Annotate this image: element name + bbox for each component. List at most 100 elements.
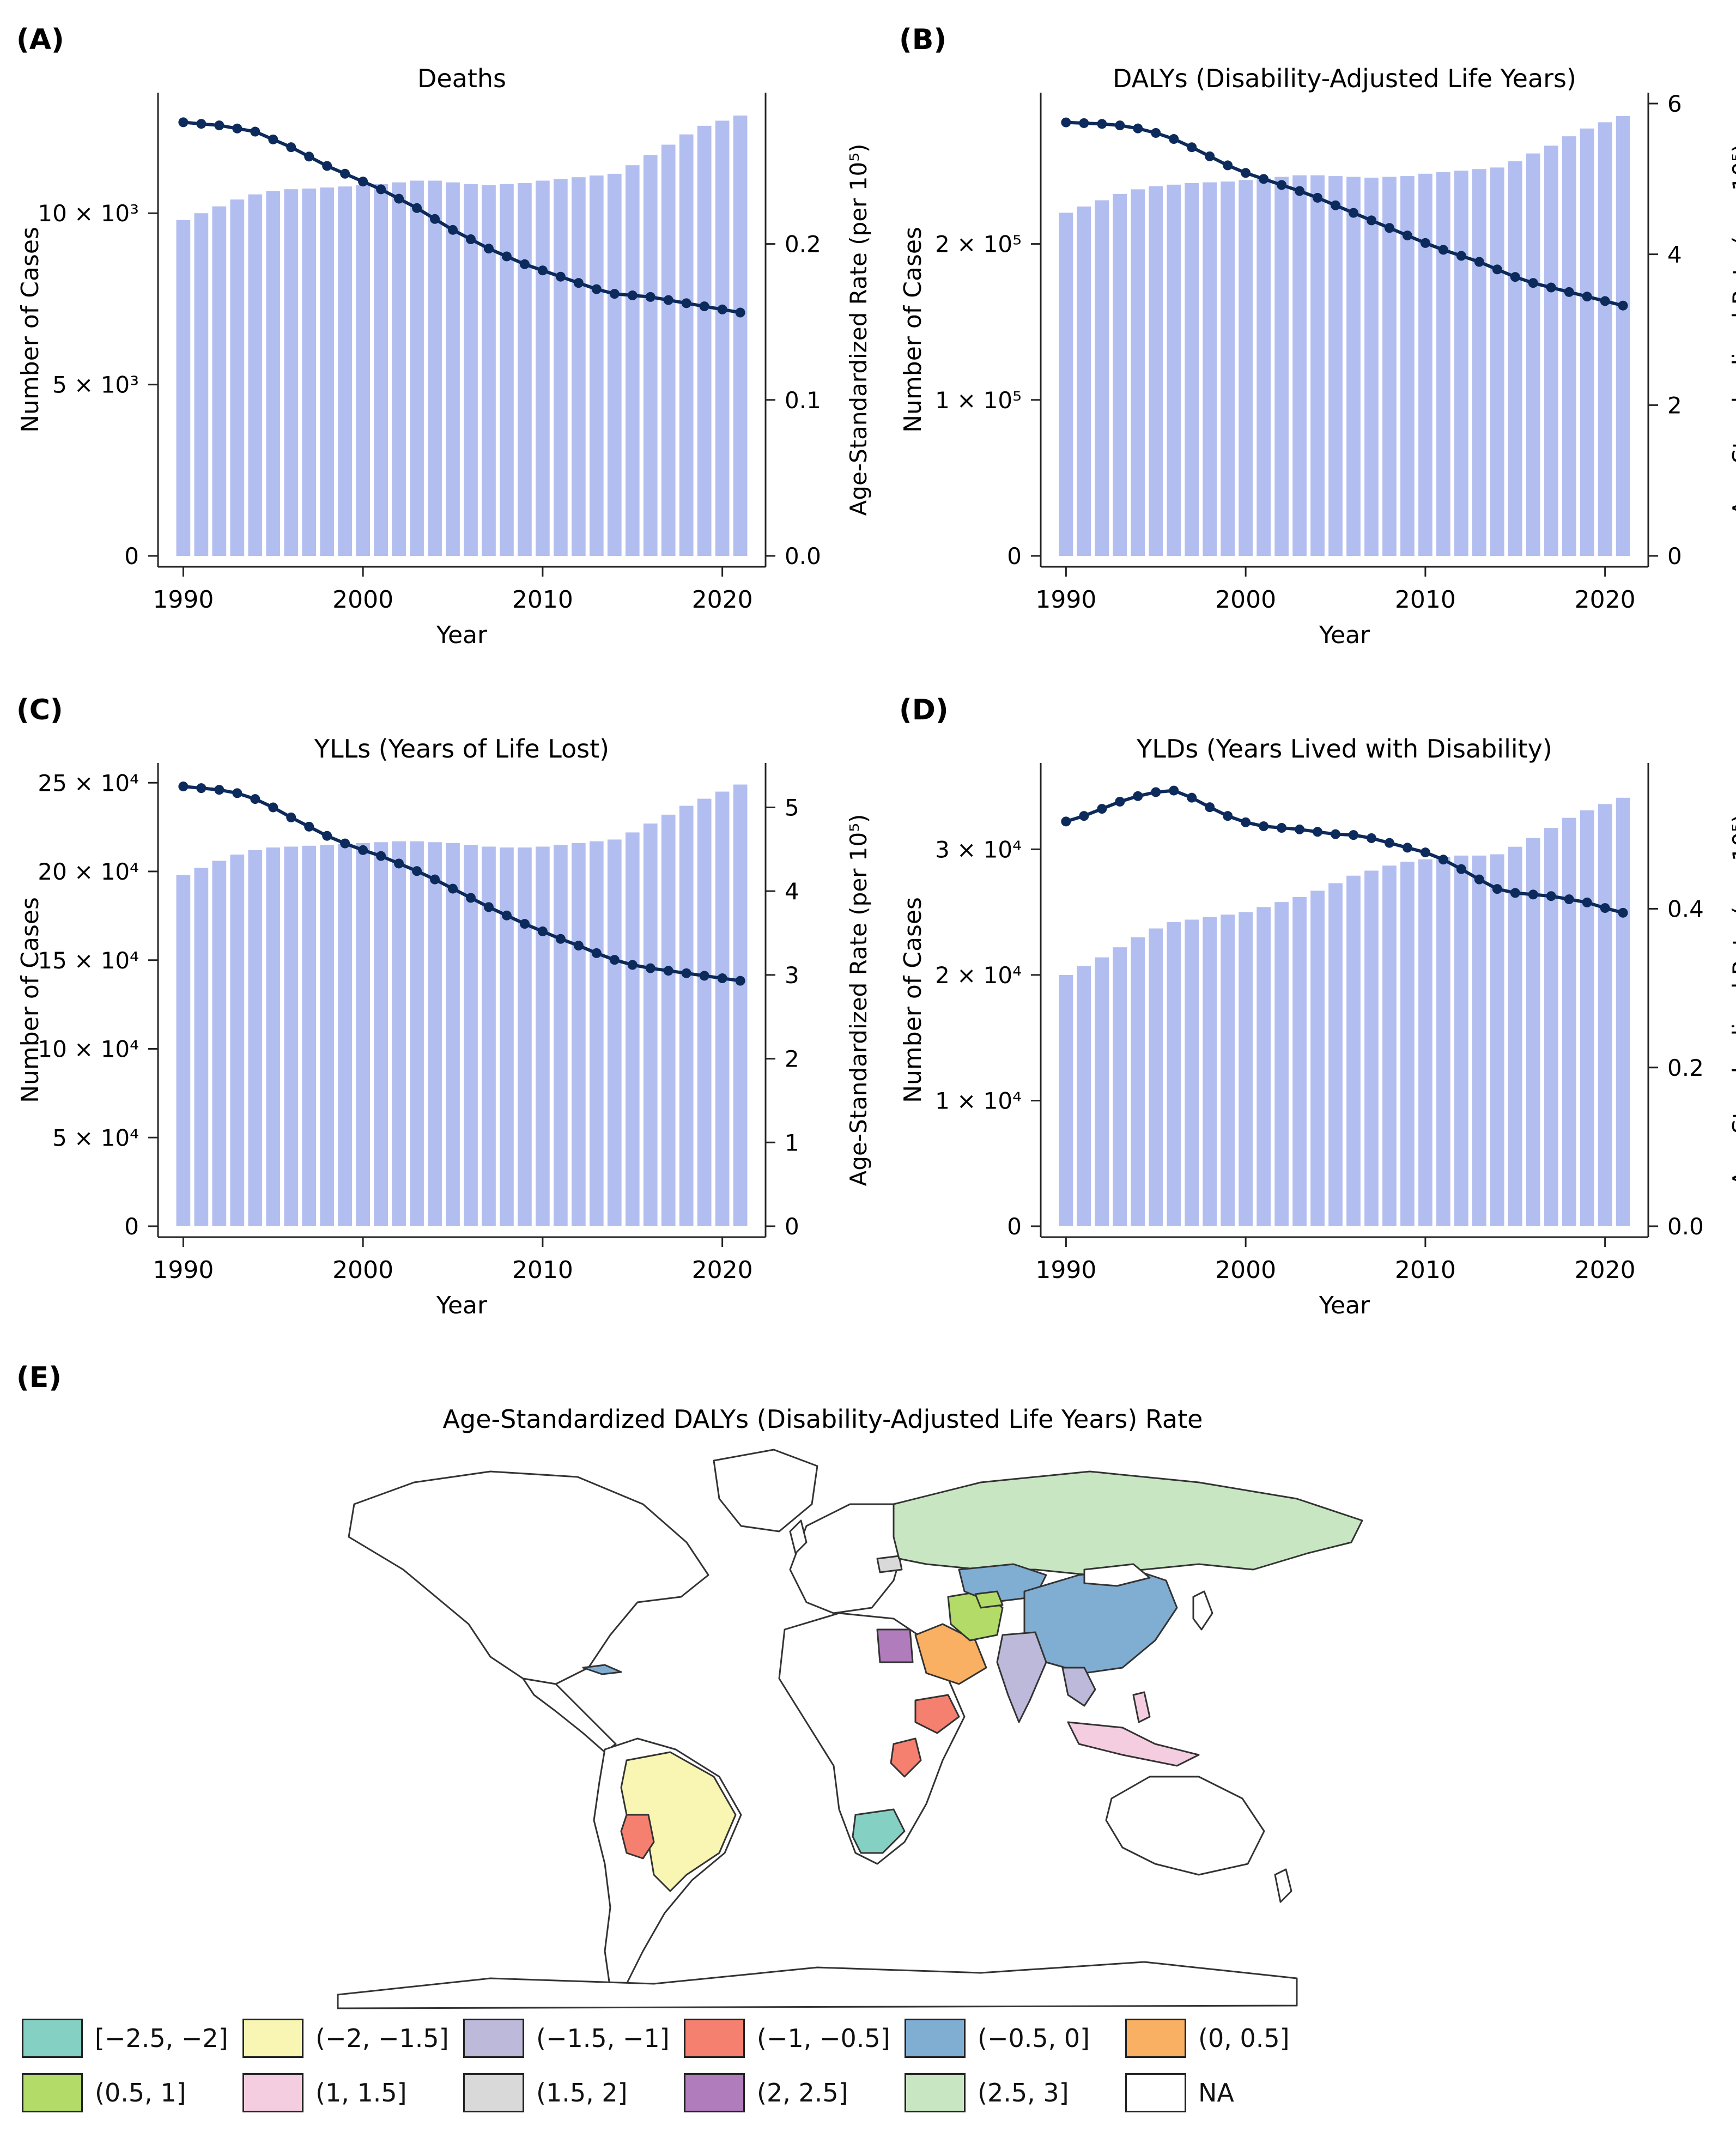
x-tick-label: 2010 bbox=[1395, 1256, 1456, 1284]
y-tick-label: 0 bbox=[1007, 543, 1022, 570]
map-indonesia bbox=[1067, 1721, 1200, 1767]
y2-tick-label: 0.0 bbox=[1667, 1213, 1704, 1240]
rate-point-2007 bbox=[483, 244, 494, 254]
legend-item: (−2, −1.5] bbox=[242, 2016, 449, 2060]
rate-point-2004 bbox=[430, 214, 440, 224]
bar-2009 bbox=[518, 183, 532, 556]
bar-2020 bbox=[1598, 804, 1612, 1226]
bar-2019 bbox=[697, 798, 712, 1226]
y2-axis-label: Age-Standardized Rate (per 10⁵) bbox=[845, 814, 872, 1186]
bar-2002 bbox=[392, 841, 406, 1226]
x-axis-label: Year bbox=[436, 621, 488, 649]
bar-2006 bbox=[1346, 875, 1361, 1226]
bar-2021 bbox=[1616, 116, 1630, 556]
map-india bbox=[996, 1631, 1047, 1723]
rate-point-1995 bbox=[268, 802, 278, 813]
y2-axis-label: Age-Standardized Rate (per 10⁵) bbox=[1728, 814, 1736, 1186]
bar-2011 bbox=[554, 179, 568, 556]
legend-swatch bbox=[684, 2019, 745, 2058]
rate-point-1997 bbox=[1187, 792, 1197, 803]
rate-point-1994 bbox=[250, 794, 260, 804]
rate-point-2009 bbox=[1402, 843, 1412, 853]
rate-point-2016 bbox=[645, 292, 655, 302]
rate-point-1992 bbox=[214, 120, 224, 131]
rate-point-1995 bbox=[1151, 128, 1161, 138]
rate-point-2002 bbox=[1277, 823, 1287, 833]
bar-1993 bbox=[1113, 194, 1127, 556]
y2-tick-label: 6 bbox=[1667, 90, 1682, 117]
y2-tick-label: 4 bbox=[785, 878, 799, 905]
legend-item: (2.5, 3] bbox=[905, 2071, 1069, 2115]
rate-point-2001 bbox=[376, 851, 386, 861]
rate-point-2010 bbox=[1420, 238, 1430, 248]
x-tick-label: 2020 bbox=[692, 1256, 753, 1284]
rate-point-2014 bbox=[1492, 264, 1502, 275]
rate-point-2004 bbox=[1313, 827, 1323, 837]
bar-2000 bbox=[1239, 180, 1253, 556]
map-russia bbox=[893, 1470, 1363, 1576]
y-axis-label: Number of Cases bbox=[899, 227, 927, 433]
rate-point-2018 bbox=[681, 968, 691, 978]
x-tick-label: 2010 bbox=[512, 1256, 573, 1284]
bar-2010 bbox=[536, 846, 550, 1226]
rate-point-1992 bbox=[214, 785, 224, 795]
bar-2007 bbox=[1364, 870, 1379, 1226]
bar-2020 bbox=[715, 120, 730, 556]
bar-2012 bbox=[1454, 855, 1468, 1226]
rate-point-1999 bbox=[1223, 811, 1233, 821]
x-tick-label: 2000 bbox=[1215, 586, 1276, 614]
y-tick-label: 1 × 10⁵ bbox=[935, 387, 1022, 414]
bar-2016 bbox=[1526, 153, 1540, 556]
rate-point-2000 bbox=[358, 845, 368, 855]
rate-point-1997 bbox=[304, 152, 314, 162]
bar-2004 bbox=[1310, 175, 1325, 556]
bar-2011 bbox=[1436, 172, 1450, 556]
bar-1999 bbox=[338, 844, 353, 1226]
rate-point-2012 bbox=[1456, 251, 1466, 261]
map-egypt bbox=[876, 1628, 914, 1663]
map-antarctica bbox=[337, 1961, 1298, 2009]
bar-1997 bbox=[1185, 183, 1199, 556]
map-japan bbox=[1192, 1590, 1213, 1631]
bar-2015 bbox=[1508, 161, 1522, 556]
x-tick-label: 2010 bbox=[512, 586, 573, 614]
legend-label: (2.5, 3] bbox=[978, 2078, 1069, 2107]
legend-item: (0, 0.5] bbox=[1125, 2016, 1290, 2060]
rate-point-2003 bbox=[412, 866, 422, 876]
rate-point-2013 bbox=[591, 284, 602, 294]
rate-point-2014 bbox=[1492, 884, 1502, 894]
rate-point-1998 bbox=[1205, 802, 1215, 813]
rate-point-2000 bbox=[358, 177, 368, 187]
bar-2013 bbox=[589, 175, 604, 556]
rate-point-2006 bbox=[465, 893, 476, 903]
rate-point-2002 bbox=[394, 858, 404, 869]
rate-point-1990 bbox=[178, 782, 189, 792]
rate-point-2005 bbox=[448, 883, 458, 894]
rate-point-1993 bbox=[232, 123, 242, 134]
y-tick-label: 5 × 10⁴ bbox=[52, 1124, 139, 1151]
rate-point-2021 bbox=[1618, 300, 1628, 311]
bar-2019 bbox=[1580, 810, 1594, 1226]
rate-point-2004 bbox=[430, 874, 440, 885]
y2-tick-label: 0.0 bbox=[785, 543, 821, 570]
chart-panel: (C)YLLs (Years of Life Lost)1990 2000 2010… bbox=[16, 694, 872, 1319]
bar-2018 bbox=[679, 805, 694, 1226]
legend-label: (1.5, 2] bbox=[536, 2078, 628, 2107]
rate-point-2003 bbox=[412, 203, 422, 213]
y2-tick-label: 2 bbox=[1667, 392, 1682, 419]
y2-tick-label: 3 bbox=[785, 962, 799, 989]
bar-1995 bbox=[1149, 186, 1163, 556]
rate-point-2012 bbox=[573, 278, 584, 288]
y-axis-label: Number of Cases bbox=[16, 897, 44, 1103]
rate-point-2018 bbox=[1564, 894, 1574, 905]
bar-2013 bbox=[1472, 169, 1486, 556]
y2-tick-label: 0 bbox=[785, 1213, 799, 1240]
bar-1997 bbox=[302, 188, 317, 556]
bar-1995 bbox=[266, 191, 281, 556]
bar-2014 bbox=[607, 839, 622, 1226]
bar-2015 bbox=[625, 165, 640, 556]
chart-title: YLDs (Years Lived with Disability) bbox=[1136, 734, 1552, 764]
bar-1990 bbox=[1059, 213, 1073, 556]
bar-2017 bbox=[661, 814, 676, 1226]
